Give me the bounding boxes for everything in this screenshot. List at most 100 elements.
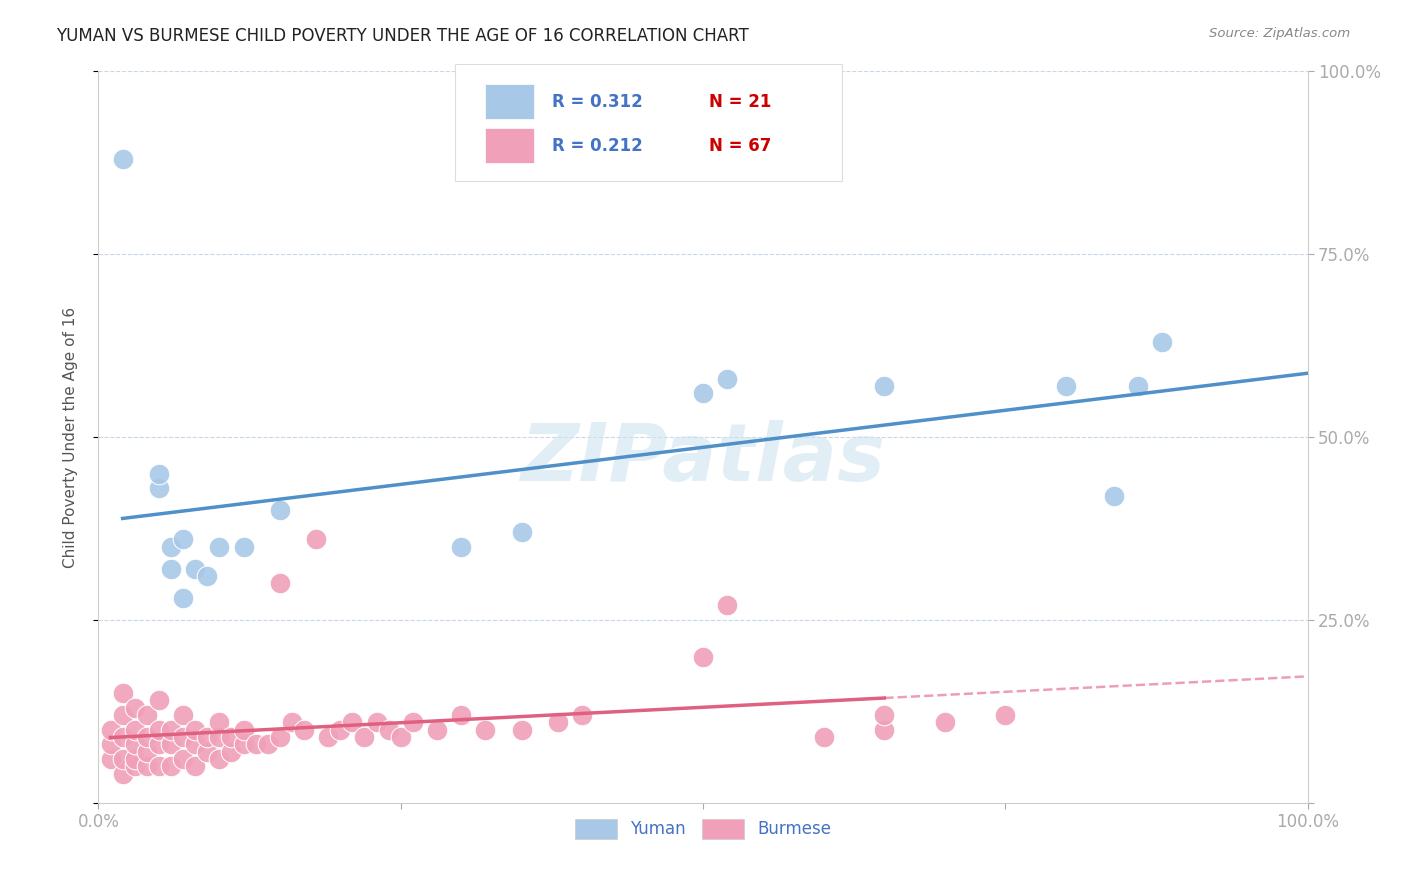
Point — [124, 723, 146, 737]
Legend: Yuman, Burmese: Yuman, Burmese — [568, 812, 838, 846]
Point — [160, 540, 183, 554]
Text: Source: ZipAtlas.com: Source: ZipAtlas.com — [1209, 27, 1350, 40]
Point — [111, 730, 134, 744]
Text: N = 21: N = 21 — [709, 93, 772, 112]
Point — [172, 533, 194, 547]
Point — [208, 540, 231, 554]
Point — [221, 730, 243, 744]
Point — [510, 525, 533, 540]
Point — [450, 708, 472, 723]
Point — [148, 759, 170, 773]
Point — [377, 723, 399, 737]
Point — [184, 759, 207, 773]
Point — [232, 737, 254, 751]
Point — [571, 708, 593, 723]
Point — [100, 737, 122, 751]
Point — [148, 481, 170, 495]
Point — [208, 752, 231, 766]
Point — [1128, 379, 1150, 393]
Point — [160, 759, 183, 773]
Point — [135, 759, 157, 773]
Point — [305, 533, 328, 547]
Point — [245, 737, 267, 751]
Point — [316, 730, 339, 744]
Point — [124, 700, 146, 714]
Point — [692, 649, 714, 664]
Point — [813, 730, 835, 744]
Point — [208, 715, 231, 730]
Point — [474, 723, 496, 737]
Point — [135, 730, 157, 744]
Point — [716, 371, 738, 385]
Point — [269, 503, 291, 517]
Point — [994, 708, 1017, 723]
Point — [353, 730, 375, 744]
Point — [100, 723, 122, 737]
Point — [1152, 334, 1174, 349]
Point — [184, 723, 207, 737]
Point — [256, 737, 278, 751]
Point — [281, 715, 304, 730]
Point — [148, 723, 170, 737]
Point — [934, 715, 956, 730]
Point — [111, 766, 134, 780]
FancyBboxPatch shape — [456, 64, 842, 181]
Point — [111, 752, 134, 766]
Text: YUMAN VS BURMESE CHILD POVERTY UNDER THE AGE OF 16 CORRELATION CHART: YUMAN VS BURMESE CHILD POVERTY UNDER THE… — [56, 27, 749, 45]
Point — [111, 686, 134, 700]
Bar — [485, 84, 534, 119]
Point — [221, 745, 243, 759]
Point — [450, 540, 472, 554]
Point — [873, 708, 896, 723]
Point — [172, 730, 194, 744]
Point — [389, 730, 412, 744]
Point — [124, 752, 146, 766]
Point — [402, 715, 425, 730]
Point — [172, 708, 194, 723]
Point — [510, 723, 533, 737]
Point — [426, 723, 449, 737]
Point — [148, 467, 170, 481]
Point — [172, 591, 194, 605]
Point — [160, 737, 183, 751]
Text: N = 67: N = 67 — [709, 137, 772, 155]
Point — [111, 708, 134, 723]
Text: R = 0.312: R = 0.312 — [551, 93, 643, 112]
Bar — [485, 128, 534, 163]
Point — [135, 708, 157, 723]
Point — [160, 562, 183, 576]
Point — [100, 752, 122, 766]
Point — [873, 379, 896, 393]
Point — [124, 759, 146, 773]
Point — [135, 745, 157, 759]
Point — [342, 715, 364, 730]
Point — [195, 745, 218, 759]
Point — [716, 599, 738, 613]
Point — [111, 152, 134, 166]
Point — [148, 693, 170, 707]
Text: ZIPatlas: ZIPatlas — [520, 420, 886, 498]
Point — [269, 730, 291, 744]
Point — [232, 540, 254, 554]
Point — [329, 723, 352, 737]
Point — [148, 737, 170, 751]
Text: R = 0.212: R = 0.212 — [551, 137, 643, 155]
Point — [195, 569, 218, 583]
Point — [184, 737, 207, 751]
Point — [269, 576, 291, 591]
Point — [1102, 489, 1125, 503]
Point — [160, 723, 183, 737]
Point — [692, 386, 714, 401]
Point — [1054, 379, 1077, 393]
Point — [292, 723, 315, 737]
Point — [195, 730, 218, 744]
Point — [873, 723, 896, 737]
Point — [366, 715, 388, 730]
Point — [184, 562, 207, 576]
Point — [172, 752, 194, 766]
Point — [547, 715, 569, 730]
Point — [124, 737, 146, 751]
Point — [208, 730, 231, 744]
Y-axis label: Child Poverty Under the Age of 16: Child Poverty Under the Age of 16 — [63, 307, 77, 567]
Point — [232, 723, 254, 737]
